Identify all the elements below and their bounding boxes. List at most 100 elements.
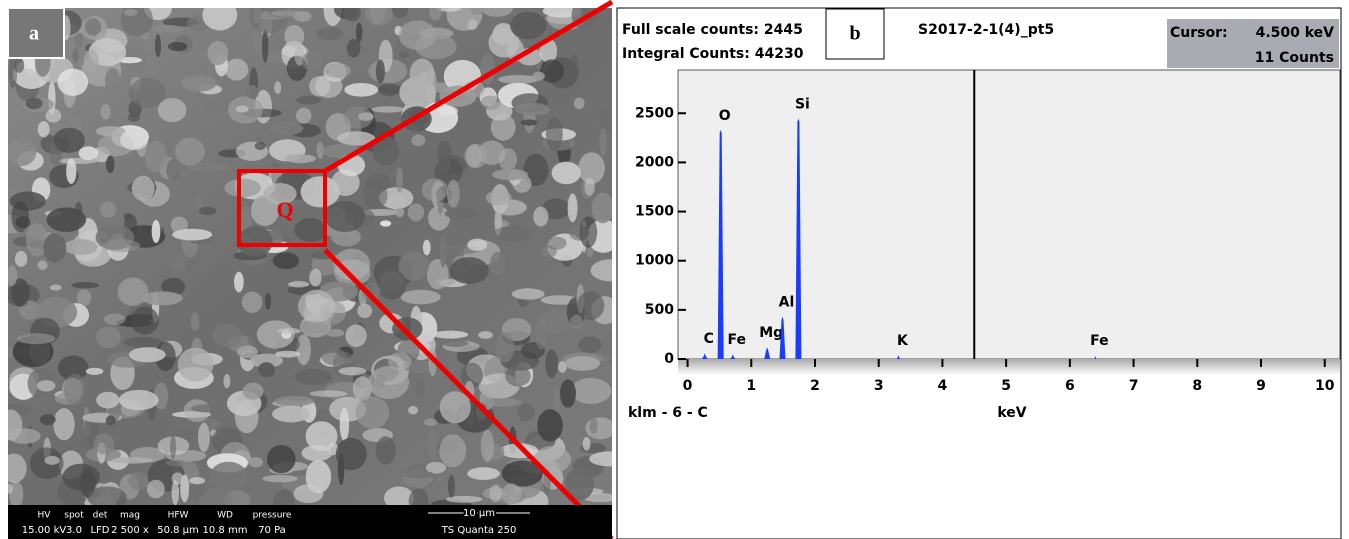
panel-label: b (849, 23, 860, 45)
grain (245, 85, 259, 99)
grain (325, 328, 345, 337)
grain (63, 239, 98, 256)
grain (57, 68, 89, 96)
grain (601, 332, 612, 364)
grain (45, 108, 62, 123)
grain (352, 376, 372, 401)
grain (517, 402, 535, 422)
x-tick-label: 7 (1129, 378, 1139, 394)
axis-left-label: klm - 6 - C (628, 405, 708, 421)
grain (167, 41, 188, 52)
grain (425, 461, 446, 474)
grain (305, 421, 338, 452)
grain (345, 324, 367, 347)
grain (8, 483, 13, 494)
grain (93, 433, 115, 455)
plot-area (677, 69, 1341, 360)
grain (565, 467, 595, 501)
grain (161, 277, 186, 296)
x-tick-label: 8 (1192, 378, 1202, 394)
grain (105, 415, 116, 426)
grain (515, 102, 550, 116)
grain (432, 330, 469, 339)
peak-label: Mg (759, 325, 783, 341)
y-tick-label: 0 (664, 351, 674, 367)
grain (44, 455, 60, 465)
grain (249, 456, 264, 468)
y-tick-label: 1500 (635, 204, 674, 220)
grain (371, 106, 405, 113)
grain (573, 97, 585, 110)
grain (117, 277, 149, 307)
grain (202, 8, 238, 31)
grain (170, 216, 188, 234)
grain (212, 323, 242, 347)
grain (49, 284, 62, 291)
grain (551, 161, 581, 185)
grain (485, 190, 512, 206)
grain (284, 154, 316, 164)
zoom-line (323, 248, 614, 539)
grain (37, 260, 48, 270)
grain (398, 251, 430, 281)
grain (316, 141, 324, 159)
grain (16, 120, 33, 144)
grain (464, 143, 488, 169)
instrument: TS Quanta 250 (441, 525, 517, 536)
label-box (7, 7, 65, 59)
grain (446, 179, 460, 208)
grain (236, 345, 258, 359)
grain (201, 102, 231, 113)
grain (11, 201, 30, 233)
grain (71, 282, 99, 289)
grain (151, 219, 161, 244)
y-tick-label: 500 (645, 302, 674, 318)
grain (497, 75, 539, 84)
grain (123, 212, 133, 221)
grain (209, 461, 248, 491)
grain (225, 58, 249, 81)
info-heading: spot (64, 511, 84, 521)
grain (401, 470, 434, 479)
region-label: Q (276, 197, 293, 222)
grain (294, 368, 332, 386)
peak-label: Fe (1090, 333, 1109, 349)
grain (36, 380, 56, 392)
grain (257, 362, 275, 378)
grain (570, 378, 612, 404)
peak (795, 118, 802, 359)
grain (338, 366, 367, 376)
grain (309, 76, 331, 97)
grain (272, 405, 311, 423)
grain (364, 8, 393, 26)
grain (411, 134, 426, 147)
grain (100, 104, 111, 120)
grain (76, 289, 92, 307)
x-tick-label: 3 (874, 378, 884, 394)
grain (578, 336, 602, 354)
grain (409, 58, 435, 91)
info-heading: pressure (253, 511, 292, 521)
x-tick-label: 10 (1315, 378, 1335, 394)
grain (8, 453, 27, 484)
grain (511, 288, 545, 300)
grain (11, 278, 30, 307)
peak (764, 347, 771, 359)
grain (439, 234, 447, 268)
grain (342, 8, 361, 22)
grain (276, 328, 302, 335)
x-tick-label: 6 (1065, 378, 1075, 394)
grain (53, 127, 85, 153)
grain (64, 373, 86, 406)
grain (520, 119, 538, 126)
peak-label: Si (795, 97, 810, 113)
grain (96, 391, 120, 409)
grain (242, 382, 264, 400)
grain (355, 22, 363, 43)
grain (429, 8, 442, 21)
grain (564, 356, 600, 371)
grain (294, 217, 328, 243)
peak-label: K (897, 333, 909, 349)
grain (199, 488, 233, 505)
info-value: 2 500 x (111, 525, 149, 536)
